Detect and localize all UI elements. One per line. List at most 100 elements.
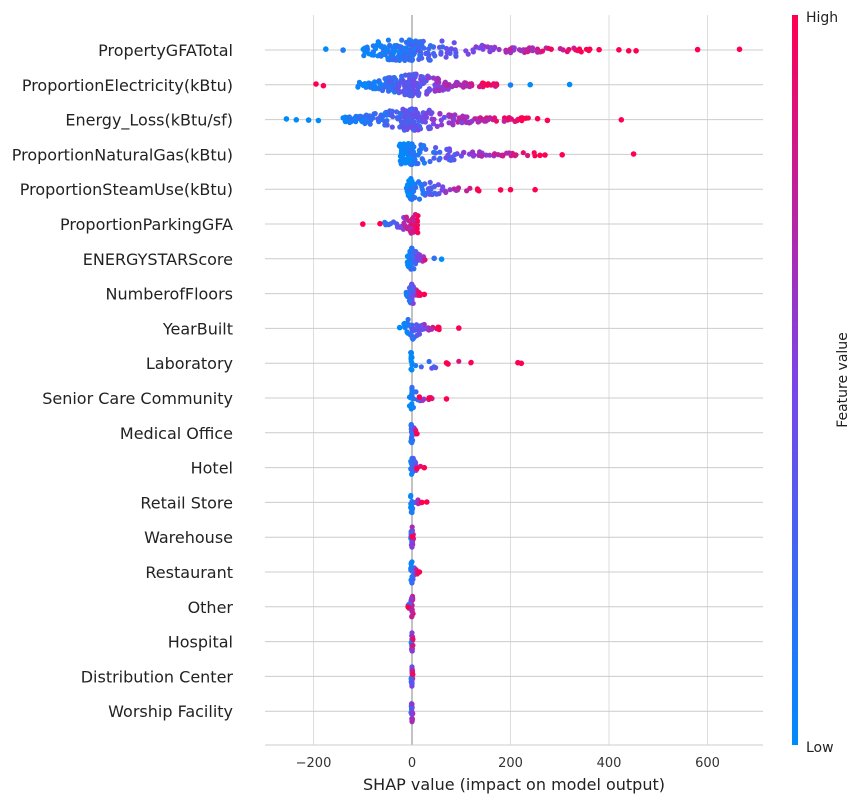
- shap-point: [423, 50, 429, 57]
- shap-point: [529, 45, 536, 51]
- shap-point-outlier: [532, 186, 538, 193]
- shap-point-outlier: [630, 151, 637, 157]
- shap-point: [409, 630, 415, 636]
- shap-point-outlier: [559, 152, 565, 158]
- shap-point: [410, 336, 416, 342]
- shap-point: [409, 524, 415, 530]
- shap-point: [416, 196, 423, 202]
- shap-point: [410, 576, 416, 582]
- shap-point: [470, 47, 476, 53]
- shap-point: [423, 146, 429, 152]
- shap-point: [469, 118, 475, 124]
- shap-point: [409, 539, 415, 545]
- shap-point: [425, 88, 432, 94]
- shap-point-outlier: [497, 187, 504, 193]
- shap-point: [407, 187, 413, 193]
- shap-point: [409, 367, 415, 373]
- shap-point: [444, 146, 450, 152]
- shap-point-outlier: [736, 46, 743, 53]
- shap-point-outlier: [293, 117, 300, 123]
- shap-point: [410, 181, 416, 187]
- shap-point: [386, 43, 393, 49]
- shap-point: [370, 49, 376, 55]
- feature-points-propertygfatotal: [323, 37, 743, 64]
- shap-point: [416, 90, 422, 96]
- shap-point: [406, 116, 412, 122]
- shap-point: [436, 191, 442, 197]
- shap-point: [394, 115, 400, 121]
- shap-point: [397, 158, 403, 164]
- shap-point: [389, 124, 395, 130]
- shap-point: [409, 434, 415, 440]
- shap-point: [403, 88, 409, 94]
- shap-point: [406, 218, 412, 224]
- shap-point: [427, 179, 433, 185]
- shap-point: [419, 156, 425, 162]
- shap-point: [461, 149, 467, 155]
- shap-point: [434, 123, 440, 129]
- shap-point: [443, 45, 450, 52]
- feature-label-senior-care-community: Senior Care Community: [42, 389, 233, 408]
- shap-point: [398, 119, 404, 125]
- shap-point: [564, 49, 570, 55]
- shap-point: [413, 322, 420, 328]
- shap-point: [445, 82, 451, 88]
- shap-point: [480, 46, 486, 52]
- shap-point: [378, 53, 384, 59]
- shap-point-outlier: [596, 46, 602, 53]
- shap-point-outlier: [431, 255, 438, 262]
- shap-point: [421, 160, 427, 166]
- shap-point-outlier: [456, 325, 462, 331]
- feature-label-medical-office: Medical Office: [120, 424, 233, 443]
- shap-point: [501, 118, 507, 124]
- shap-point: [409, 716, 415, 722]
- shap-point-outlier: [694, 46, 701, 53]
- shap-point: [448, 157, 454, 163]
- feature-label-hotel: Hotel: [191, 459, 233, 478]
- shap-point: [416, 147, 422, 153]
- shap-point: [408, 107, 414, 113]
- shap-point: [418, 364, 424, 370]
- shap-point: [416, 118, 422, 124]
- shap-point-outlier: [507, 186, 514, 193]
- shap-point: [378, 82, 384, 88]
- shap-point: [409, 680, 415, 686]
- feature-points-warehouse: [408, 524, 416, 550]
- feature-label-energy-loss-kbtu-sf: Energy_Loss(kBtu/sf): [65, 111, 233, 131]
- shap-point: [371, 111, 377, 117]
- shap-point: [385, 75, 391, 81]
- shap-point: [379, 87, 386, 94]
- shap-point: [399, 73, 405, 79]
- shap-point: [431, 116, 437, 122]
- shap-point-outlier: [360, 221, 366, 227]
- shap-point: [409, 384, 415, 390]
- shap-point: [415, 230, 421, 236]
- shap-point-outlier: [421, 464, 428, 471]
- feature-label-other: Other: [188, 598, 234, 617]
- shap-point-outlier: [377, 220, 383, 227]
- shap-point-outlier: [283, 116, 290, 122]
- feature-label-energystarscore: ENERGYSTARScore: [83, 250, 233, 269]
- shap-point: [453, 50, 459, 56]
- shap-point: [393, 77, 399, 83]
- shap-point: [404, 182, 411, 188]
- shap-point-outlier: [421, 291, 428, 298]
- shap-point: [407, 191, 413, 197]
- shap-point-outlier: [315, 117, 322, 124]
- shap-point: [418, 323, 424, 329]
- shap-point: [387, 50, 393, 56]
- shap-point: [498, 152, 504, 158]
- shap-point: [422, 257, 428, 263]
- shap-point: [416, 329, 422, 335]
- shap-point: [516, 47, 523, 53]
- shap-point: [437, 149, 443, 155]
- shap-point: [432, 53, 438, 59]
- shap-point: [378, 113, 384, 119]
- feature-labels: PropertyGFATotal ProportionElectricity(kB…: [12, 41, 234, 721]
- shap-point: [399, 141, 405, 148]
- feature-label-proportionsteamuse-kbtu: ProportionSteamUse(kBtu): [20, 180, 233, 199]
- shap-point: [386, 79, 392, 85]
- shap-point: [388, 221, 394, 227]
- shap-point-outlier: [616, 47, 622, 53]
